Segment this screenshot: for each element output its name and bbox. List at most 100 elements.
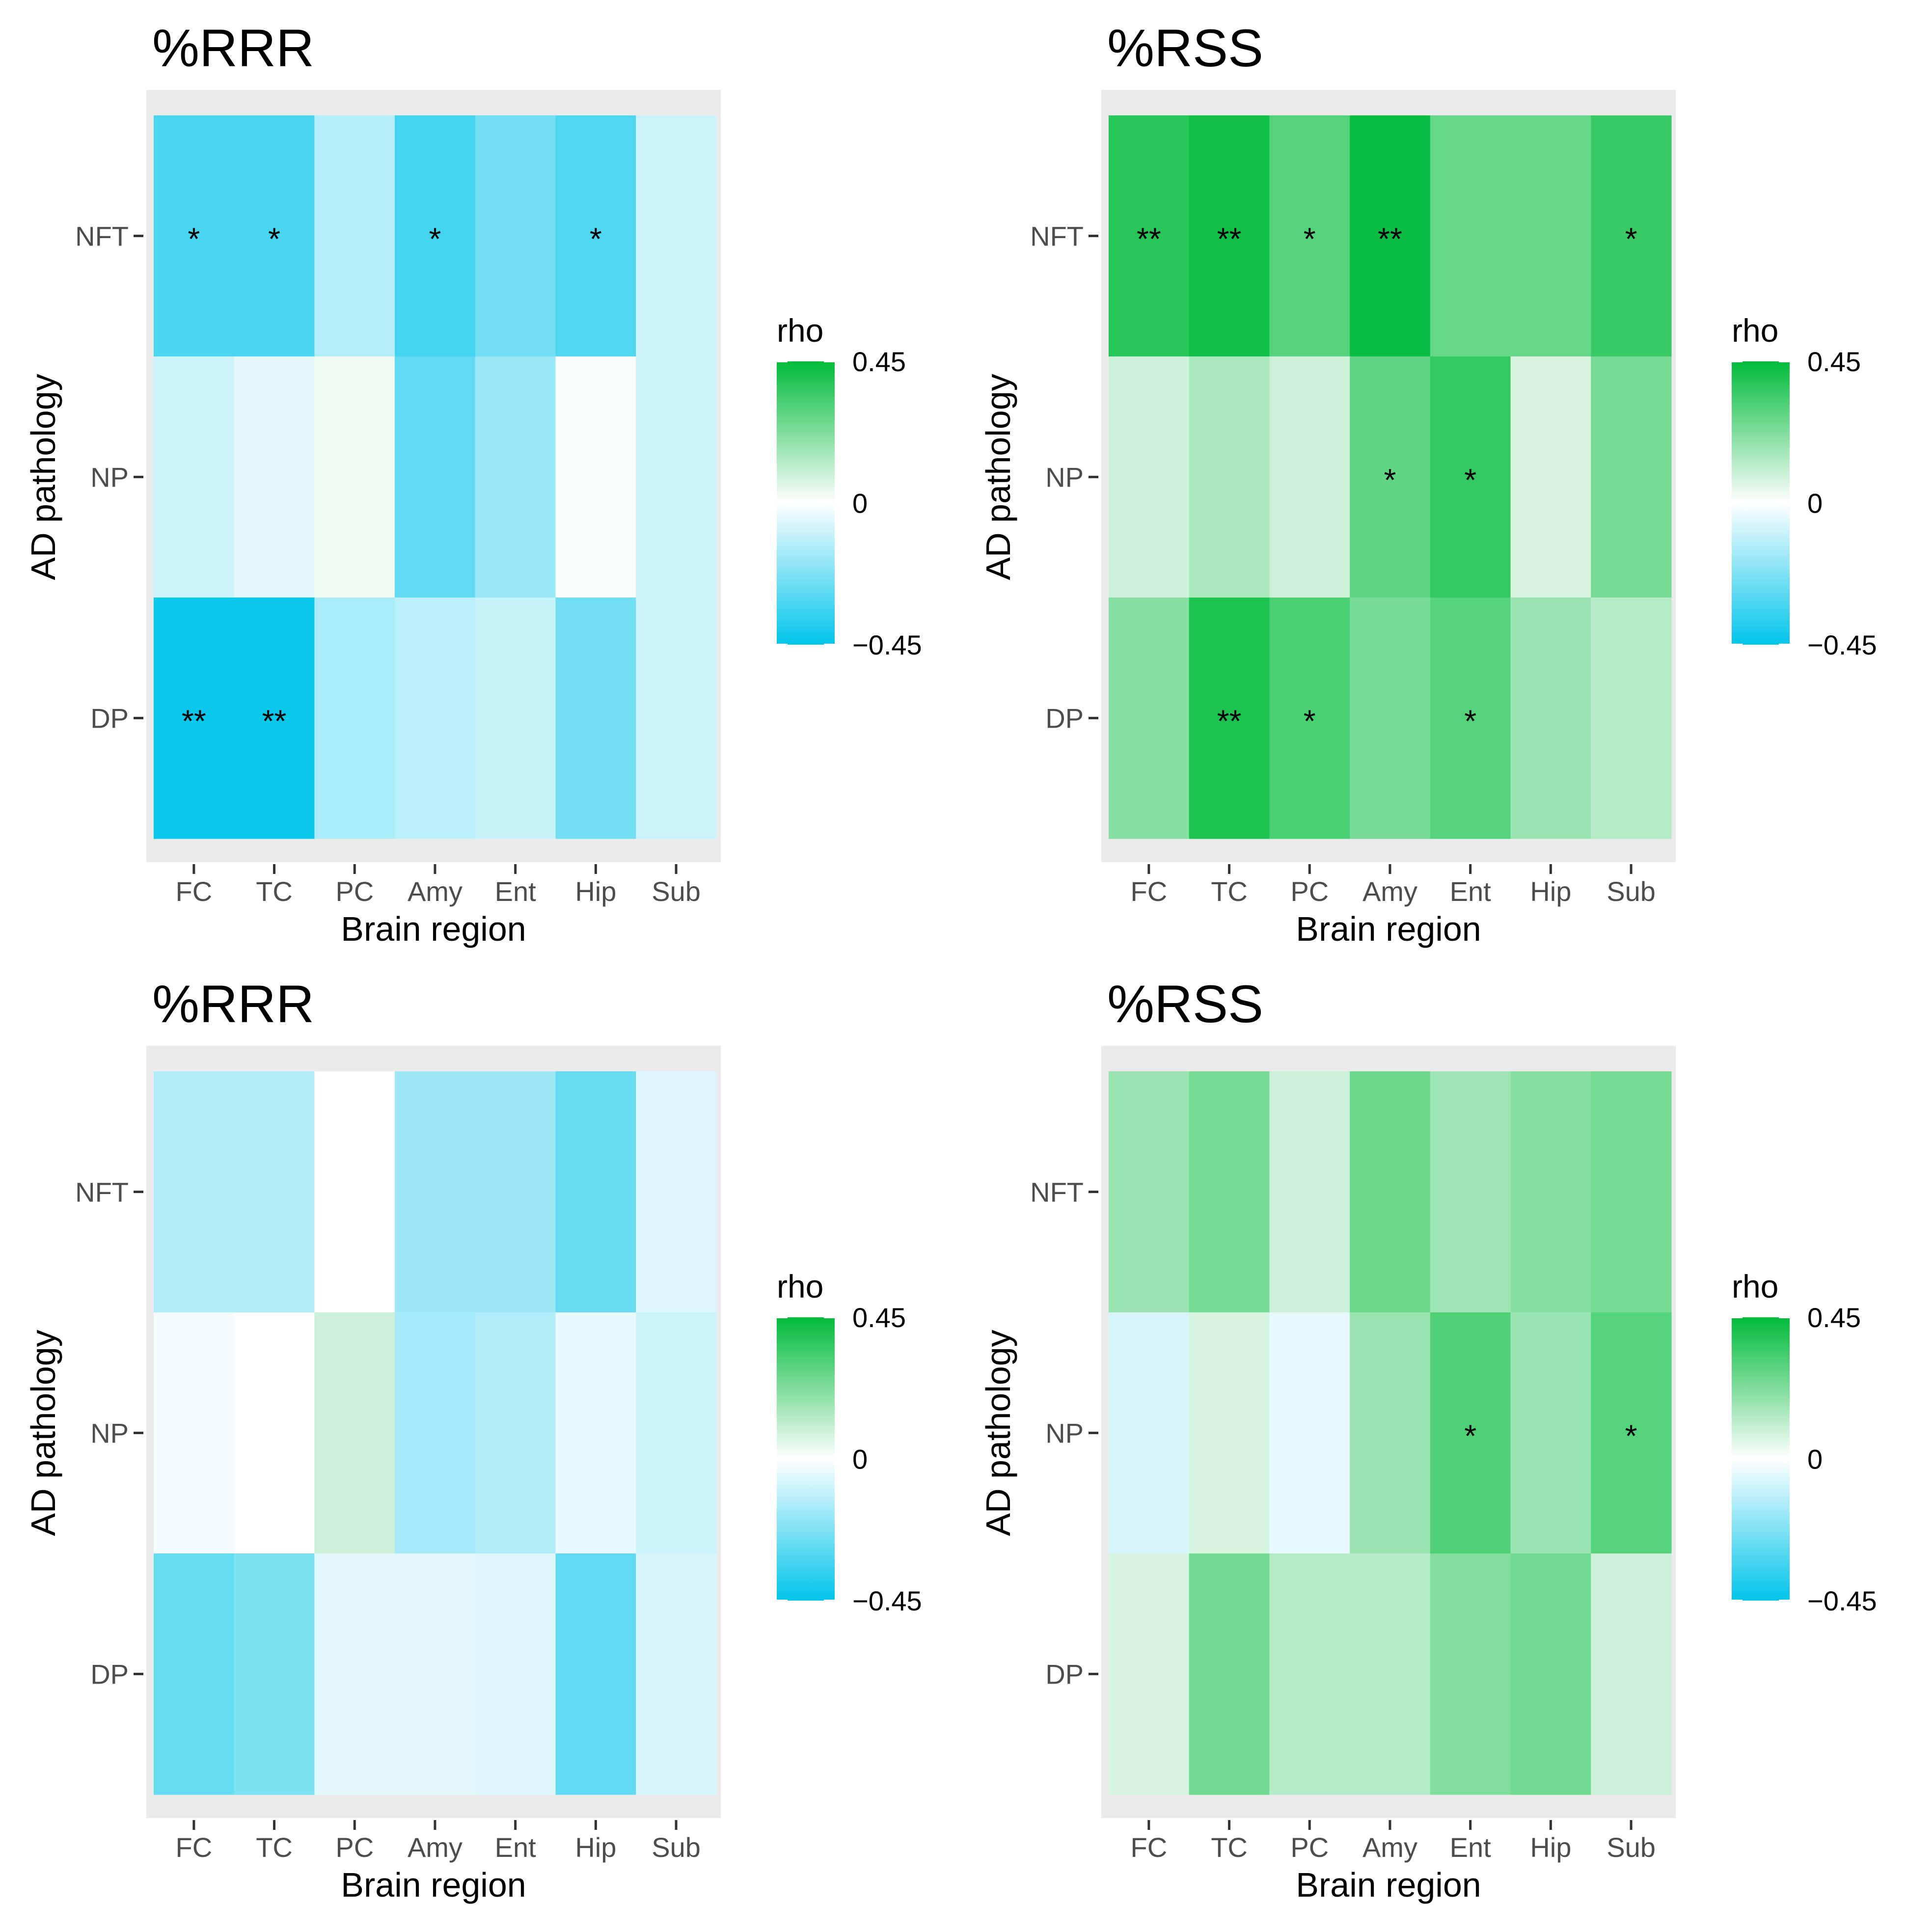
heatmap-cell — [1430, 598, 1511, 839]
heatmap-cell — [475, 1553, 556, 1795]
x-tick-label: Amy — [408, 1832, 463, 1863]
heatmap-cell — [636, 1071, 717, 1313]
heatmap-cell — [555, 1071, 636, 1313]
x-tick-label: Amy — [1362, 1832, 1417, 1863]
heatmap-cell — [1350, 356, 1431, 598]
legend-label: 0 — [1807, 488, 1823, 519]
heatmap-cell — [1109, 1312, 1190, 1554]
significance-mark: ** — [1137, 221, 1161, 257]
y-tick-label: NFT — [75, 221, 129, 252]
heatmap-cell — [555, 1553, 636, 1795]
heatmap-cell — [555, 598, 636, 839]
heatmap-cell — [475, 598, 556, 839]
x-tick-label: Ent — [1450, 1832, 1491, 1863]
x-axis-title: Brain region — [341, 1866, 526, 1904]
heatmap-cell — [1109, 356, 1190, 598]
heatmap-cell — [234, 1071, 315, 1313]
significance-mark: * — [1464, 704, 1476, 739]
heatmap-cell — [1430, 115, 1511, 357]
heatmap-cell — [1350, 1071, 1431, 1313]
significance-mark: * — [429, 221, 441, 257]
x-tick-label: FC — [1131, 1832, 1168, 1863]
legend-title: rho — [1732, 312, 1778, 349]
x-tick-label: Amy — [408, 876, 463, 907]
heatmap-cell — [1109, 598, 1190, 839]
x-tick-label: Sub — [1607, 1832, 1656, 1863]
heatmap-cell — [555, 356, 636, 598]
x-tick-label: FC — [176, 876, 213, 907]
significance-mark: ** — [262, 704, 287, 739]
heatmap-cell — [154, 1312, 235, 1554]
heatmap-cell — [1269, 1312, 1350, 1554]
x-tick-label: TC — [256, 876, 293, 907]
y-tick-label: DP — [90, 1659, 129, 1690]
heatmap-cell — [1269, 356, 1350, 598]
heatmap-cell — [154, 115, 235, 357]
heatmap-cell — [1430, 1071, 1511, 1313]
heatmap-cell — [1189, 356, 1270, 598]
legend-title: rho — [1732, 1268, 1778, 1305]
x-tick-label: Hip — [575, 1832, 616, 1863]
significance-mark: * — [590, 221, 602, 257]
x-tick-label: TC — [1211, 876, 1248, 907]
legend-label: 0.45 — [1807, 1302, 1861, 1333]
heatmap-cell — [314, 356, 395, 598]
x-tick-label: Hip — [575, 876, 616, 907]
heatmap-cell — [395, 1312, 476, 1554]
heatmap-cell — [1269, 1071, 1350, 1313]
x-tick-label: Sub — [1607, 876, 1656, 907]
significance-mark: * — [1625, 1418, 1637, 1454]
heatmap-cell — [234, 115, 315, 357]
x-tick-label: Sub — [652, 876, 701, 907]
legend-label: −0.45 — [852, 1585, 922, 1616]
heatmap-cell — [1189, 1071, 1270, 1313]
heatmap-cell — [314, 1071, 395, 1313]
heatmap-cell — [154, 1071, 235, 1313]
heatmap-cell — [1510, 1312, 1591, 1554]
y-tick-label: NFT — [1030, 1177, 1084, 1208]
y-tick-label: NP — [1045, 1418, 1084, 1449]
significance-mark: * — [1304, 704, 1316, 739]
heatmap-cell — [314, 115, 395, 357]
heatmap-cell — [636, 598, 717, 839]
heatmap-cell — [395, 356, 476, 598]
y-axis-title: AD pathology — [24, 374, 62, 580]
heatmap-cell — [395, 1071, 476, 1313]
legend-label: 0.45 — [852, 346, 906, 377]
legend-label: 0 — [1807, 1444, 1823, 1475]
heatmap-cell — [555, 1312, 636, 1554]
heatmap-cell — [1189, 115, 1270, 357]
y-axis-title: AD pathology — [24, 1330, 62, 1536]
heatmap-cell — [1591, 115, 1672, 357]
heatmap-cell — [1591, 356, 1672, 598]
legend-label: 0 — [852, 488, 868, 519]
heatmap-cell — [475, 115, 556, 357]
heatmap-cell — [1591, 1553, 1672, 1795]
x-tick-label: Sub — [652, 1832, 701, 1863]
significance-mark: * — [268, 221, 280, 257]
heatmap-cell — [154, 598, 235, 839]
significance-mark: * — [1464, 463, 1476, 498]
x-tick-label: FC — [1131, 876, 1168, 907]
legend-title: rho — [777, 1268, 823, 1305]
x-tick-label: FC — [176, 1832, 213, 1863]
x-tick-label: Hip — [1530, 876, 1571, 907]
heatmap-cell — [1350, 1312, 1431, 1554]
heatmap-cell — [395, 598, 476, 839]
heatmap-cell — [234, 598, 315, 839]
heatmap-cell — [1591, 1071, 1672, 1313]
legend-label: −0.45 — [1807, 629, 1877, 660]
x-tick-label: TC — [256, 1832, 293, 1863]
x-tick-label: Amy — [1362, 876, 1417, 907]
y-tick-label: DP — [90, 703, 129, 734]
heatmap-panel: %RRR NFT NP DP FC TC PC Amy Ent Hip Sub Brain regio… — [24, 974, 922, 1904]
heatmap-cell — [555, 115, 636, 357]
heatmap-cell — [1510, 1553, 1591, 1795]
panel-title: %RSS — [1107, 974, 1263, 1034]
heatmap-cell — [1510, 598, 1591, 839]
heatmap-cell — [1591, 1312, 1672, 1554]
legend-label: 0.45 — [1807, 346, 1861, 377]
